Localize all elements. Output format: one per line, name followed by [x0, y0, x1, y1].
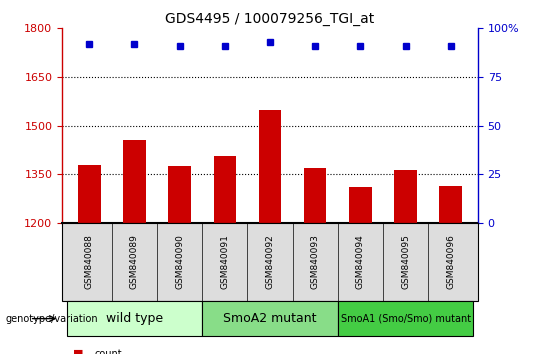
Bar	[440, 186, 462, 354]
Text: GSM840090: GSM840090	[175, 234, 184, 290]
Text: ■: ■	[73, 349, 83, 354]
Bar	[123, 140, 146, 354]
Text: GSM840092: GSM840092	[266, 235, 274, 289]
Bar	[213, 156, 236, 354]
Bar	[78, 165, 100, 354]
Bar	[349, 187, 372, 354]
Bar	[304, 168, 327, 354]
Text: SmoA2 mutant: SmoA2 mutant	[223, 312, 317, 325]
Text: count: count	[94, 349, 122, 354]
Text: GSM840088: GSM840088	[85, 234, 94, 290]
Text: wild type: wild type	[106, 312, 163, 325]
Text: SmoA1 (Smo/Smo) mutant: SmoA1 (Smo/Smo) mutant	[341, 314, 471, 324]
Text: GSM840093: GSM840093	[310, 234, 320, 290]
Text: genotype/variation: genotype/variation	[5, 314, 98, 324]
Text: GSM840096: GSM840096	[446, 234, 455, 290]
Text: GSM840095: GSM840095	[401, 234, 410, 290]
Bar	[394, 170, 417, 354]
Bar	[259, 110, 281, 354]
Text: GSM840089: GSM840089	[130, 234, 139, 290]
Text: GSM840091: GSM840091	[220, 234, 230, 290]
Bar	[168, 166, 191, 354]
Title: GDS4495 / 100079256_TGI_at: GDS4495 / 100079256_TGI_at	[165, 12, 375, 26]
Text: GSM840094: GSM840094	[356, 235, 365, 289]
